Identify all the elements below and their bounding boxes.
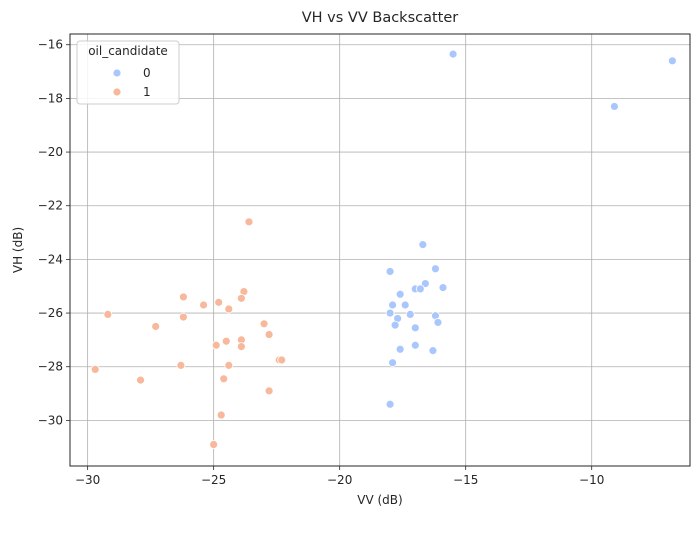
data-point-series-0 (395, 289, 405, 299)
data-point-series-1 (103, 309, 113, 319)
y-tick-label: −22 (38, 199, 63, 213)
data-point-series-0 (609, 102, 619, 111)
data-point-series-1 (264, 330, 274, 339)
y-axis-ticks: −30 −28 −26 −24 −22 −20 −18 −16 (38, 38, 70, 427)
data-point-series-1 (244, 217, 254, 227)
data-point-series-0 (385, 399, 395, 409)
data-point-series-1 (176, 360, 186, 370)
data-point-series-0 (395, 344, 405, 354)
data-point-series-0 (400, 300, 410, 310)
y-tick-label: −28 (38, 360, 63, 374)
data-point-series-1 (219, 374, 229, 384)
chart-title: VH vs VV Backscatter (302, 10, 459, 26)
data-point-series-1 (259, 319, 269, 329)
data-point-series-1 (179, 312, 188, 322)
data-point-series-0 (410, 340, 420, 350)
data-point-series-1 (90, 365, 100, 374)
data-point-series-1 (179, 292, 188, 302)
legend: oil_candidate 0 1 (76, 40, 180, 105)
x-tick-label: −15 (453, 473, 478, 487)
data-point-series-0 (388, 300, 398, 310)
data-point-series-1 (214, 297, 224, 307)
data-point-series-0 (420, 279, 430, 288)
legend-label-1: 1 (143, 85, 151, 99)
data-point-series-0 (438, 283, 448, 292)
y-tick-label: −30 (38, 413, 63, 427)
data-point-series-1 (277, 355, 287, 365)
data-point-series-1 (221, 336, 231, 346)
data-point-series-1 (209, 440, 219, 449)
data-point-series-1 (224, 304, 234, 314)
x-axis-ticks: −30 −25 −20 −15 −10 (75, 466, 604, 487)
data-point-series-0 (385, 308, 395, 318)
grid (70, 34, 690, 466)
data-point-series-1 (264, 386, 274, 396)
data-point-series-0 (415, 284, 425, 294)
legend-marker-1 (112, 87, 122, 97)
y-tick-label: −16 (38, 38, 63, 52)
data-point-series-0 (385, 267, 395, 276)
data-point-series-1 (211, 340, 221, 350)
y-tick-label: −18 (38, 91, 63, 105)
data-point-series-0 (431, 264, 440, 274)
data-point-series-0 (410, 323, 420, 333)
data-point-series-0 (390, 320, 400, 330)
data-point-series-0 (667, 56, 677, 66)
y-tick-label: −26 (38, 306, 63, 320)
data-points (90, 49, 677, 449)
legend-title: oil_candidate (88, 44, 168, 58)
data-point-series-1 (199, 300, 208, 310)
data-point-series-0 (388, 358, 398, 368)
data-point-series-0 (428, 346, 438, 356)
data-point-series-1 (224, 360, 234, 370)
data-point-series-1 (136, 375, 145, 385)
data-point-series-0 (405, 309, 415, 319)
legend-label-0: 0 (143, 66, 151, 80)
plot-frame (69, 33, 691, 467)
legend-box (76, 40, 180, 105)
x-tick-label: −30 (75, 473, 100, 487)
x-axis-label: VV (dB) (357, 493, 402, 507)
x-tick-label: −20 (327, 473, 352, 487)
legend-marker-0 (112, 68, 122, 78)
x-tick-label: −25 (201, 473, 226, 487)
data-point-series-1 (216, 410, 226, 420)
data-point-series-1 (151, 322, 161, 331)
y-axis-label: VH (dB) (11, 227, 25, 273)
y-tick-label: −24 (38, 252, 63, 266)
x-tick-label: −10 (579, 473, 604, 487)
data-point-series-1 (236, 342, 246, 351)
y-tick-label: −20 (38, 145, 63, 159)
data-point-series-0 (448, 49, 458, 59)
data-point-series-0 (418, 240, 428, 250)
data-point-series-1 (236, 293, 246, 303)
data-point-series-0 (433, 318, 443, 327)
